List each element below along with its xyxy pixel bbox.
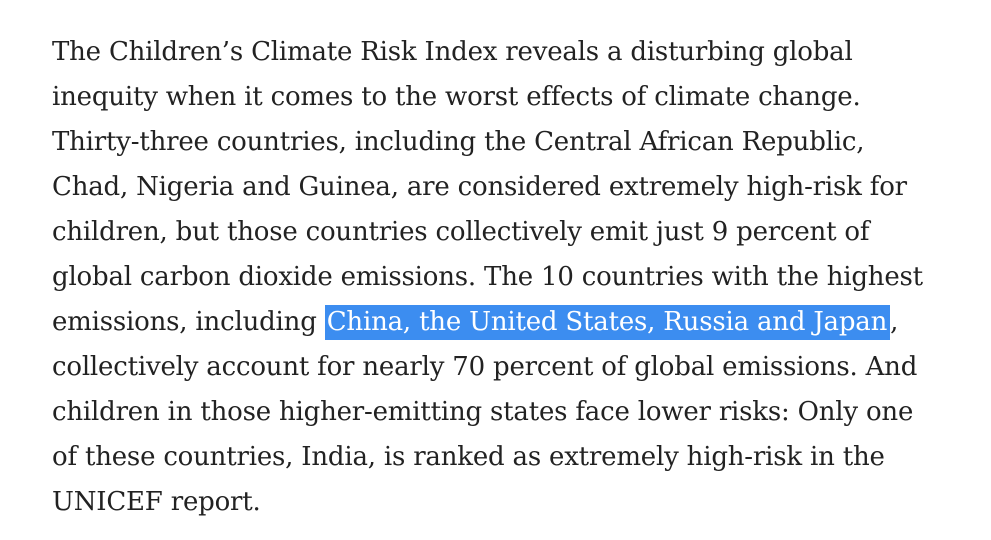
paragraph-line-with-selection: emissions, including China, the United S… — [52, 300, 952, 345]
text-before-selection: emissions, including — [52, 307, 325, 337]
paragraph-line: children in those higher-emitting states… — [52, 397, 914, 427]
paragraph-line: children, but those countries collective… — [52, 217, 870, 247]
paragraph-line: Thirty-three countries, including the Ce… — [52, 127, 865, 157]
paragraph-line: The Children’s Climate Risk Index reveal… — [52, 37, 853, 67]
paragraph-line: of these countries, India, is ranked as … — [52, 442, 885, 472]
paragraph-line: UNICEF report. — [52, 487, 261, 517]
paragraph-line: Chad, Nigeria and Guinea, are considered… — [52, 172, 907, 202]
selected-text-highlight[interactable]: China, the United States, Russia and Jap… — [324, 305, 891, 340]
paragraph-line: global carbon dioxide emissions. The 10 … — [52, 262, 923, 292]
article-body: The Children’s Climate Risk Index reveal… — [52, 30, 952, 525]
text-after-selection: , — [890, 307, 899, 337]
paragraph-line: collectively account for nearly 70 perce… — [52, 352, 918, 382]
article-paragraph: The Children’s Climate Risk Index reveal… — [52, 30, 952, 525]
paragraph-line: inequity when it comes to the worst effe… — [52, 82, 861, 112]
